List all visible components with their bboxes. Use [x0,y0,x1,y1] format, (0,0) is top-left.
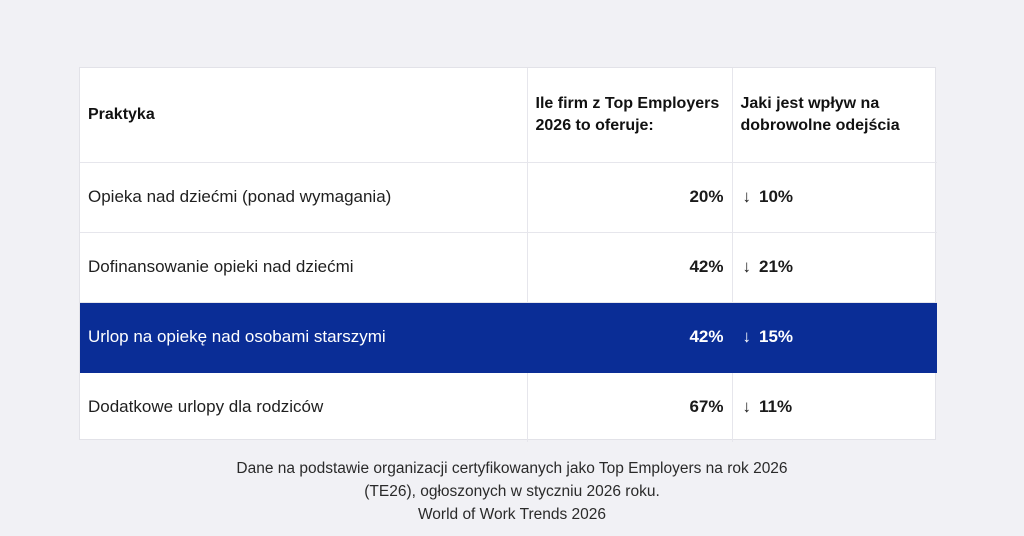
down-arrow-icon: ↓ [742,327,752,346]
row-share: 42% [526,231,733,303]
row-share: 67% [526,371,733,442]
table-row: Dofinansowanie opieki nad dziećmi 42% ↓ 2… [80,231,937,303]
table-header-row: Praktyka Ile firm z Top Employers 2026 t… [80,68,937,163]
practices-table-card: Praktyka Ile firm z Top Employers 2026 t… [79,67,937,442]
header-share: Ile firm z Top Employers 2026 to oferuje… [526,68,733,163]
footnote-line-2: (TE26), ogłoszonych w styczniu 2026 roku… [364,483,660,500]
row-impact-value: 15% [759,327,794,346]
table-row: Dodatkowe urlopy dla rodziców 67% ↓ 11% [80,371,937,442]
row-practice: Urlop na opiekę nad osobami starszymi [80,301,528,373]
row-practice: Dofinansowanie opieki nad dziećmi [80,231,528,303]
practices-table: Praktyka Ile firm z Top Employers 2026 t… [80,68,937,442]
row-impact: ↓ 11% [731,371,937,442]
footnote-line-3: World of Work Trends 2026 [417,506,607,523]
footnote-line-1: Dane na podstawie organizacji certyfikow… [236,460,788,477]
row-impact: ↓ 21% [731,231,937,303]
row-impact-value: 10% [759,187,794,206]
header-impact: Jaki jest wpływ na dobrowolne odejścia [731,68,937,163]
row-share: 20% [526,161,733,233]
down-arrow-icon: ↓ [742,257,752,276]
row-impact-value: 21% [759,257,794,276]
table-row: Opieka nad dziećmi (ponad wymagania) 20%… [80,161,937,233]
row-impact-value: 11% [759,397,793,417]
row-impact: ↓ 15% [731,301,937,373]
down-arrow-icon: ↓ [742,187,752,206]
source-footnote: Dane na podstawie organizacji certyfikow… [0,457,1024,526]
header-practice: Praktyka [80,68,528,163]
row-impact: ↓ 10% [731,161,937,233]
down-arrow-icon: ↓ [742,397,752,417]
table-row-highlighted: Urlop na opiekę nad osobami starszymi 42… [80,301,937,373]
row-practice: Opieka nad dziećmi (ponad wymagania) [80,161,528,233]
row-practice: Dodatkowe urlopy dla rodziców [80,371,528,442]
row-share: 42% [526,301,733,373]
